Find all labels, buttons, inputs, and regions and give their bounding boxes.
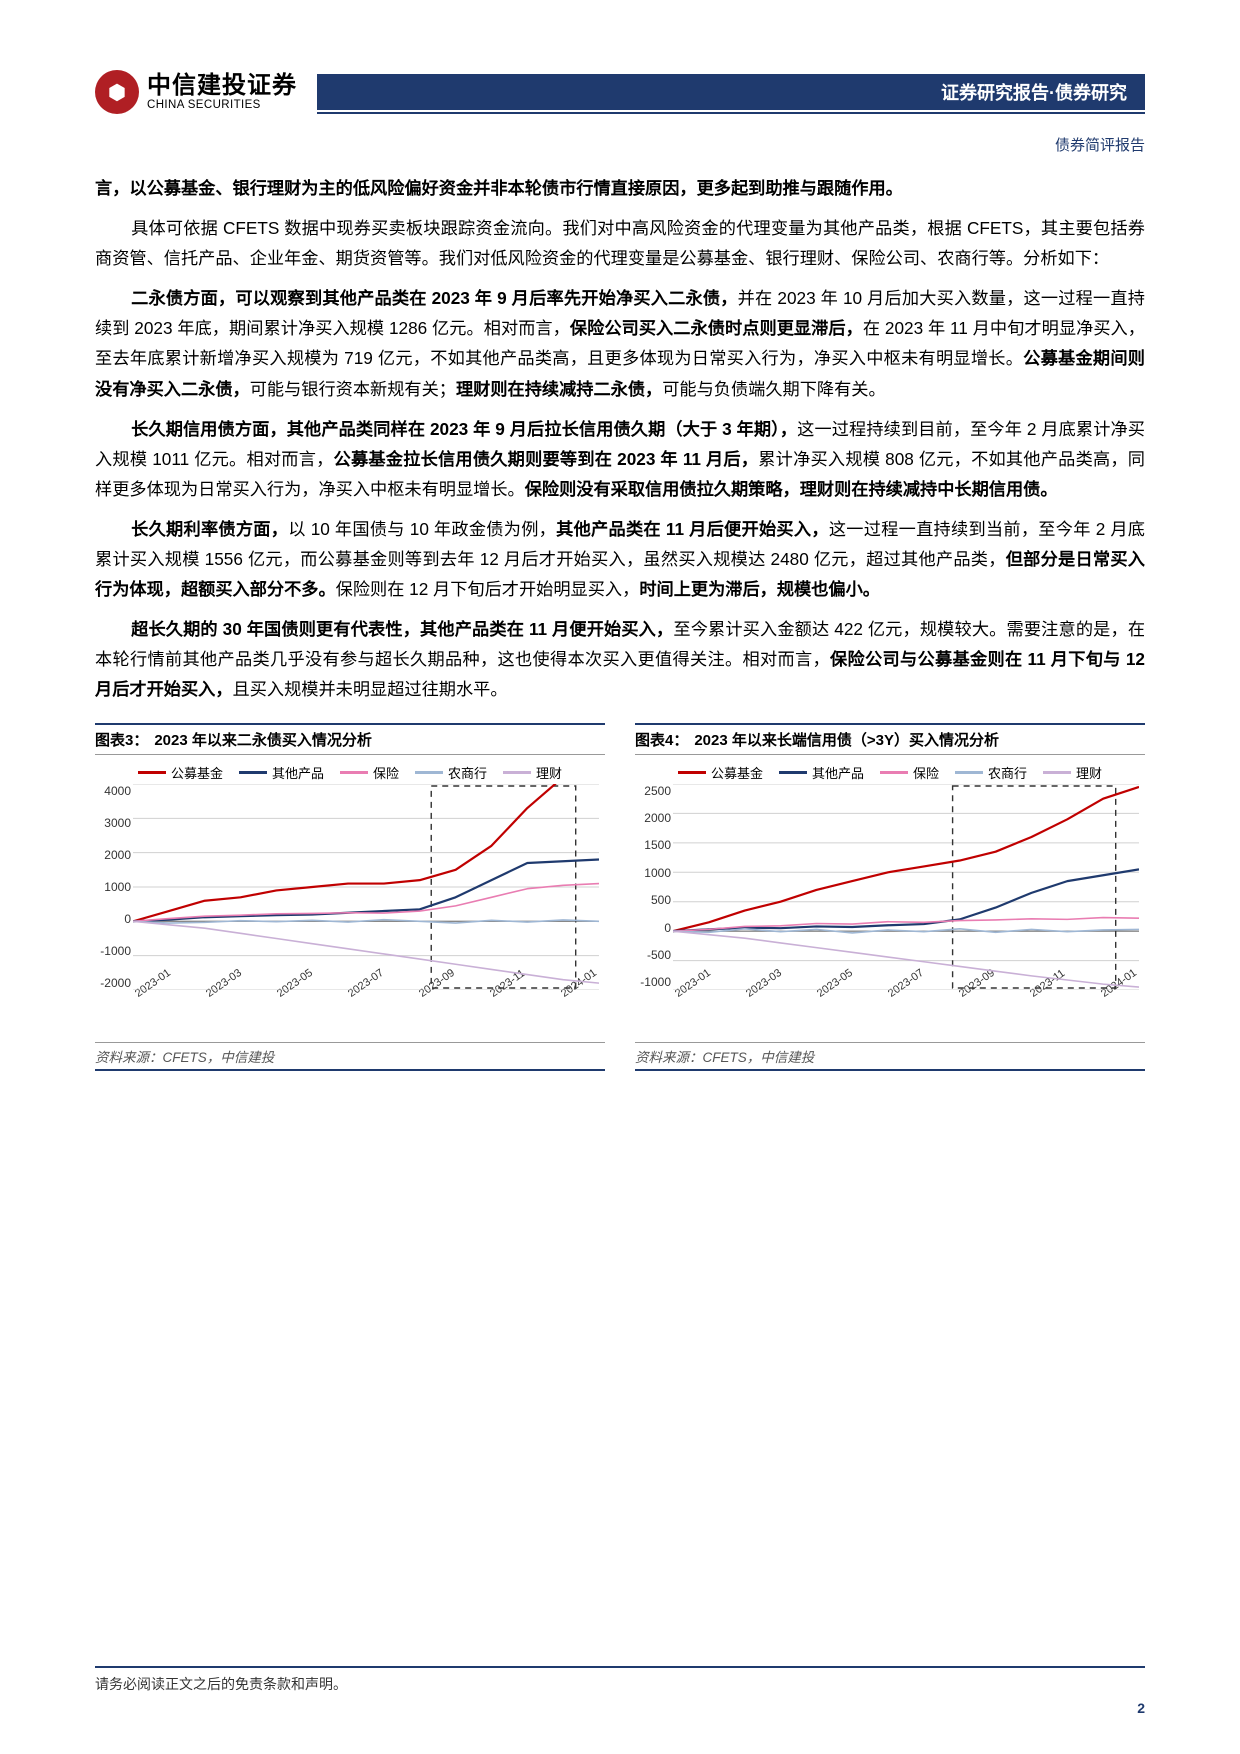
logo-mark-icon: ⬢ — [95, 70, 139, 114]
legend-item: 其他产品 — [239, 763, 324, 782]
charts-row: 图表3： 2023 年以来二永债买入情况分析 公募基金其他产品保险农商行理财 4… — [95, 723, 1145, 1071]
chart-4-col: 图表4： 2023 年以来长端信用债（>3Y）买入情况分析 公募基金其他产品保险… — [635, 723, 1145, 1071]
legend-item: 农商行 — [415, 763, 487, 782]
footer-rule — [95, 1666, 1145, 1668]
legend-item: 公募基金 — [138, 763, 223, 782]
brand-logo: ⬢ 中信建投证券 CHINA SECURITIES — [95, 70, 297, 114]
page-header: ⬢ 中信建投证券 CHINA SECURITIES 证券研究报告·债券研究 — [95, 70, 1145, 114]
paragraph-5: 超长久期的 30 年国债则更有代表性，其他产品类在 11 月便开始买入，至今累计… — [95, 614, 1145, 704]
legend-item: 农商行 — [955, 763, 1027, 782]
legend-item: 保险 — [340, 763, 399, 782]
page-number: 2 — [1137, 1700, 1145, 1716]
chart3-source: 资料来源：CFETS，中信建投 — [95, 1042, 605, 1071]
paragraph-3: 长久期信用债方面，其他产品类同样在 2023 年 9 月后拉长信用债久期（大于 … — [95, 414, 1145, 504]
legend-item: 理财 — [503, 763, 562, 782]
legend-item: 保险 — [880, 763, 939, 782]
body-text: 言，以公募基金、银行理财为主的低风险偏好资金并非本轮债市行情直接原因，更多起到助… — [95, 173, 1145, 705]
paragraph-1: 具体可依据 CFETS 数据中现券买卖板块跟踪资金流向。我们对中高风险资金的代理… — [95, 213, 1145, 273]
brand-name-cn: 中信建投证券 — [147, 73, 297, 98]
header-rule — [317, 112, 1145, 114]
chart4-legend: 公募基金其他产品保险农商行理财 — [635, 763, 1145, 782]
chart4-title: 2023 年以来长端信用债（>3Y）买入情况分析 — [694, 729, 999, 750]
chart4-plot: 25002000150010005000-500-1000 2023-01202… — [673, 784, 1139, 1014]
legend-item: 公募基金 — [678, 763, 763, 782]
legend-item: 其他产品 — [779, 763, 864, 782]
brand-name-en: CHINA SECURITIES — [147, 99, 297, 111]
chart-3-col: 图表3： 2023 年以来二永债买入情况分析 公募基金其他产品保险农商行理财 4… — [95, 723, 605, 1071]
report-category-bar: 证券研究报告·债券研究 — [317, 74, 1145, 110]
legend-item: 理财 — [1043, 763, 1102, 782]
chart4-source: 资料来源：CFETS，中信建投 — [635, 1042, 1145, 1071]
report-subtype: 债券简评报告 — [95, 134, 1145, 155]
chart3-label: 图表3： — [95, 729, 148, 750]
page-footer: 请务必阅读正文之后的免责条款和声明。 2 — [95, 1666, 1145, 1694]
chart4-label: 图表4： — [635, 729, 688, 750]
chart3-legend: 公募基金其他产品保险农商行理财 — [95, 763, 605, 782]
paragraph-2: 二永债方面，可以观察到其他产品类在 2023 年 9 月后率先开始净买入二永债，… — [95, 283, 1145, 403]
lead-sentence: 言，以公募基金、银行理财为主的低风险偏好资金并非本轮债市行情直接原因，更多起到助… — [95, 173, 1145, 203]
paragraph-4: 长久期利率债方面，以 10 年国债与 10 年政金债为例，其他产品类在 11 月… — [95, 514, 1145, 604]
chart3-title: 2023 年以来二永债买入情况分析 — [154, 729, 372, 750]
chart3-plot: 40003000200010000-1000-2000 2023-012023-… — [133, 784, 599, 1014]
disclaimer: 请务必阅读正文之后的免责条款和声明。 — [95, 1674, 347, 1694]
